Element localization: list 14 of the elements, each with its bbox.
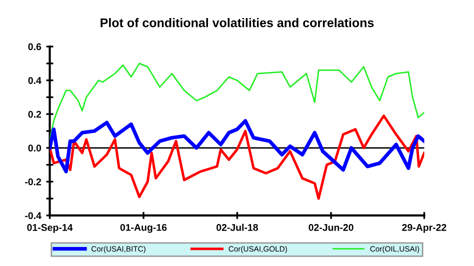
line-series [50,119,424,174]
x-tick-label: 02-Jul-18 [216,224,258,231]
line-series [50,114,424,200]
y-tick-label: 0.2 [28,110,42,118]
y-tick-label: 0.4 [28,77,42,84]
chart-title: Plot of conditional volatilities and correlations [100,18,374,28]
y-tick-label: -0.2 [25,178,42,186]
y-tick-label: 0.6 [28,43,42,50]
y-tick-label: 0.0 [28,144,42,152]
x-tick-label: 01-Aug-16 [120,224,167,233]
x-tick-label: 01-Sep-14 [27,224,73,233]
x-tick-label: 02-Jun-20 [308,224,354,231]
y-tick-label: -0.4 [25,212,42,220]
x-tick-label: 29-Apr-22 [402,224,446,233]
